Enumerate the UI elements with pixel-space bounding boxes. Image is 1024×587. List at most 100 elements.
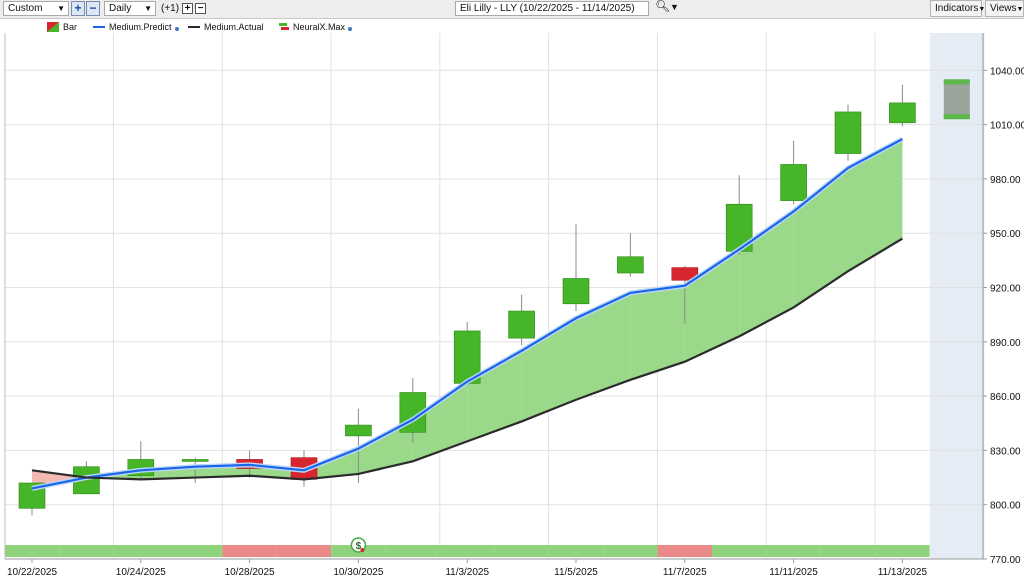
forecast-region bbox=[929, 33, 983, 559]
candle bbox=[562, 278, 590, 305]
predict-line bbox=[31, 138, 903, 490]
y-tick-label: 1040.00 bbox=[990, 66, 1024, 77]
legend-label-neuralx-max: NeuralX.Max bbox=[293, 22, 346, 32]
neuralx-strip-segment bbox=[603, 545, 658, 557]
candle bbox=[73, 466, 100, 495]
y-tick-label: 770.00 bbox=[990, 555, 1021, 566]
candle bbox=[181, 459, 209, 462]
dropdown-arrow-icon: ▼ bbox=[144, 4, 152, 13]
search-icon[interactable]: 🔍︎ bbox=[655, 0, 671, 13]
toolbar: Custom ▼ + − Daily ▼ (+1) + − Eli Lilly … bbox=[0, 0, 1024, 19]
neuralx-icon bbox=[279, 23, 289, 30]
candle bbox=[671, 267, 699, 281]
candle bbox=[290, 457, 318, 480]
legend-item-medium-predict[interactable]: Medium.Predict bbox=[93, 22, 179, 32]
y-tick-label: 920.00 bbox=[990, 284, 1021, 295]
spread-band bbox=[793, 168, 848, 308]
legend-item-bar[interactable]: Bar bbox=[47, 22, 77, 32]
spread-band bbox=[195, 464, 250, 478]
candle bbox=[399, 392, 427, 433]
y-tick-label: 830.00 bbox=[990, 446, 1021, 457]
range-select[interactable]: Custom ▼ bbox=[3, 1, 69, 16]
x-tick-label: 10/30/2025 bbox=[333, 567, 383, 578]
neuralx-strip-segment bbox=[222, 545, 277, 557]
spread-band bbox=[358, 419, 413, 474]
neuralx-strip-segment bbox=[820, 545, 876, 557]
neuralx-strip-segment bbox=[548, 545, 604, 557]
dropdown-arrow-icon: ▼ bbox=[1016, 6, 1024, 13]
spread-band bbox=[576, 292, 631, 400]
neuralx-strip-segment bbox=[4, 545, 60, 557]
indicators-label: Indicators bbox=[935, 3, 979, 14]
y-tick-label: 860.00 bbox=[990, 392, 1021, 403]
x-tick-label: 11/3/2025 bbox=[445, 567, 489, 578]
candle bbox=[889, 102, 916, 124]
signal-marker bbox=[350, 537, 367, 553]
actual-line-icon bbox=[188, 26, 200, 28]
x-tick-label: 11/11/2025 bbox=[769, 567, 818, 578]
forecast-candle-top bbox=[943, 79, 970, 85]
views-label: Views bbox=[990, 3, 1017, 14]
neuralx-strip-segment bbox=[712, 545, 767, 557]
zoom-out-button[interactable]: − bbox=[86, 1, 100, 16]
y-tick-label: 800.00 bbox=[990, 501, 1021, 512]
x-tick-label: 10/24/2025 bbox=[116, 567, 166, 578]
legend-label-medium-predict: Medium.Predict bbox=[109, 22, 172, 32]
neuralx-strip-segment bbox=[766, 545, 821, 557]
symbol-field[interactable]: Eli Lilly - LLY (10/22/2025 - 11/14/2025… bbox=[455, 1, 649, 16]
x-tick-label: 11/5/2025 bbox=[554, 567, 598, 578]
offset-plus-button[interactable]: + bbox=[182, 3, 193, 14]
candle-icon bbox=[47, 22, 59, 32]
candle bbox=[345, 424, 372, 437]
neuralx-strip-segment bbox=[113, 545, 168, 557]
x-tick-label: 11/7/2025 bbox=[663, 567, 707, 578]
spread-band bbox=[521, 318, 576, 422]
neuralx-strip-segment bbox=[59, 545, 114, 557]
candle bbox=[834, 111, 862, 154]
neuralx-strip-segment bbox=[331, 545, 386, 557]
legend-item-neuralx-max[interactable]: NeuralX.Max bbox=[279, 22, 353, 32]
candle bbox=[453, 330, 481, 384]
symbol-field-value: Eli Lilly - LLY (10/22/2025 - 11/14/2025… bbox=[460, 3, 635, 14]
candle bbox=[127, 459, 155, 477]
interval-select-value: Daily bbox=[109, 3, 132, 14]
y-tick-label: 980.00 bbox=[990, 175, 1021, 186]
views-button[interactable]: Views▼ bbox=[985, 0, 1024, 17]
neuralx-strip-segment bbox=[440, 545, 495, 557]
legend-item-medium-actual[interactable]: Medium.Actual bbox=[188, 22, 264, 32]
candle bbox=[18, 482, 46, 509]
signal-marker-label: $ bbox=[356, 541, 362, 552]
candle bbox=[725, 203, 753, 252]
neuralx-strip-segment bbox=[875, 545, 930, 557]
legend-settings-dot-icon[interactable] bbox=[348, 27, 353, 31]
legend-settings-dot-icon[interactable] bbox=[174, 27, 179, 31]
spread-band bbox=[304, 448, 359, 480]
spread-band bbox=[467, 350, 522, 442]
spread-band bbox=[412, 381, 468, 462]
range-select-value: Custom bbox=[8, 3, 43, 14]
neuralx-strip-segment bbox=[657, 545, 712, 557]
offset-label: (+1) bbox=[161, 3, 180, 14]
legend-label-medium-actual: Medium.Actual bbox=[204, 22, 264, 32]
dropdown-arrow-icon: ▼ bbox=[57, 4, 65, 13]
spread-band bbox=[630, 285, 685, 380]
spread-band bbox=[684, 249, 740, 362]
predict-line-glow bbox=[31, 136, 904, 491]
spread-band bbox=[140, 466, 196, 480]
dropdown-arrow-icon: ▼ bbox=[978, 6, 986, 13]
y-tick-label: 1010.00 bbox=[990, 121, 1024, 132]
zoom-in-button[interactable]: + bbox=[71, 1, 85, 16]
spread-band bbox=[86, 470, 141, 480]
spread-band bbox=[249, 464, 304, 480]
interval-select[interactable]: Daily ▼ bbox=[104, 1, 156, 16]
spread-band bbox=[739, 211, 794, 337]
spread-band bbox=[848, 139, 903, 272]
indicators-button[interactable]: Indicators▼ bbox=[930, 0, 986, 17]
signal-marker-dot bbox=[360, 548, 365, 552]
neuralx-strip-segment bbox=[276, 545, 332, 557]
offset-minus-button[interactable]: − bbox=[195, 3, 206, 14]
neuralx-strip-segment bbox=[385, 545, 440, 557]
symbol-dropdown-arrow-icon[interactable]: ▼ bbox=[670, 2, 679, 12]
candle bbox=[236, 459, 263, 469]
